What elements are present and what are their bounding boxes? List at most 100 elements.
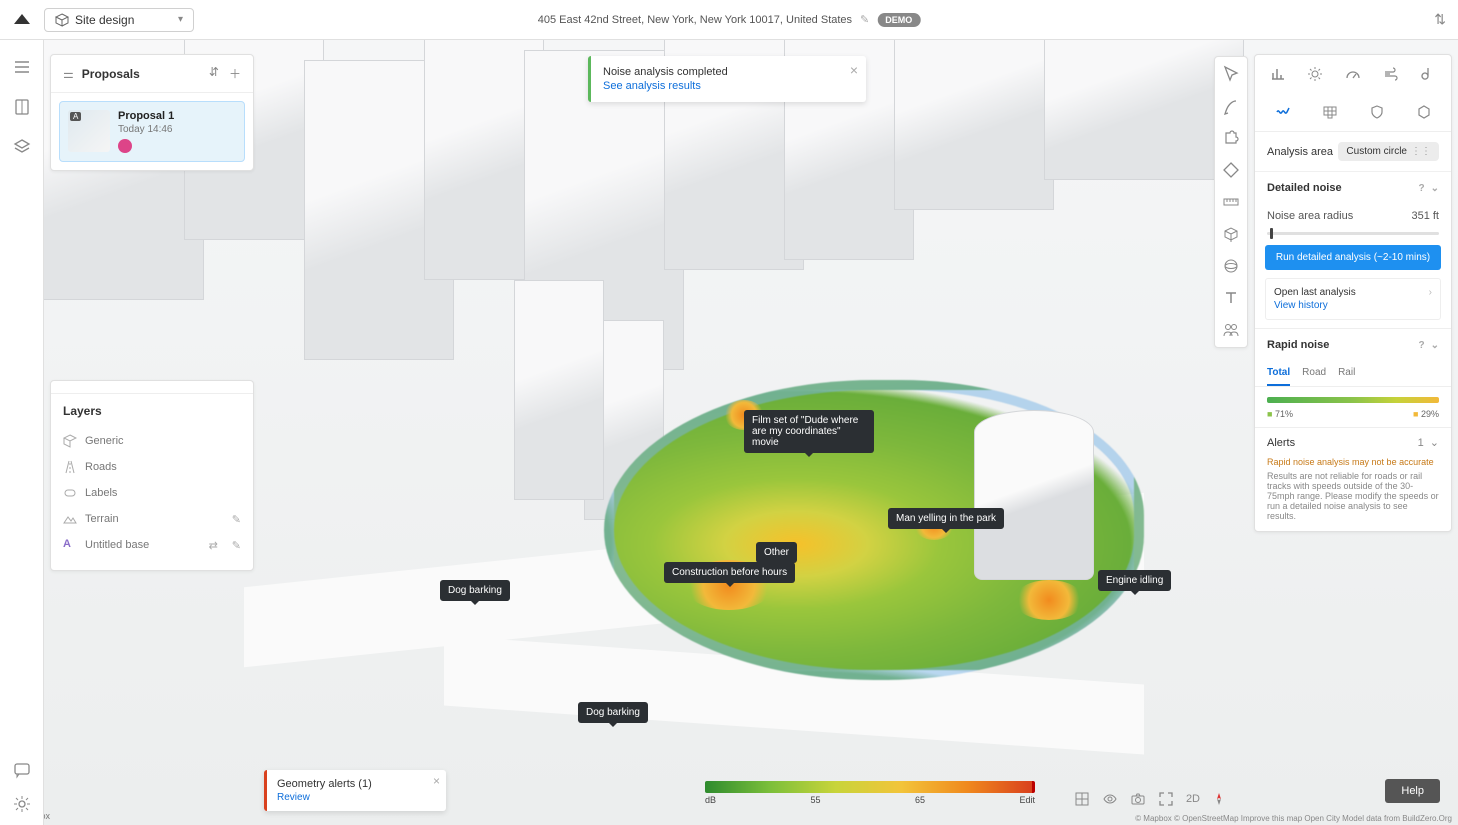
edit-icon[interactable]: ✎ (232, 513, 241, 526)
pointer-icon[interactable] (1222, 65, 1240, 83)
tab-gauge-icon[interactable] (1338, 61, 1368, 87)
tab-sun-icon[interactable] (1301, 61, 1331, 87)
analysis-tabs-row2 (1255, 93, 1451, 132)
box3d-icon[interactable] (1222, 225, 1240, 243)
chat-icon[interactable] (13, 761, 31, 779)
radius-label: Noise area radius (1267, 210, 1353, 222)
brush-icon[interactable] (1222, 97, 1240, 115)
layer-row-terrain[interactable]: Terrain ✎ (63, 506, 241, 532)
demo-badge: DEMO (877, 13, 920, 27)
layer-row-roads[interactable]: Roads (63, 454, 241, 480)
proposal-tag: A (70, 112, 81, 121)
edit-icon[interactable]: ✎ (232, 539, 241, 552)
toast-link[interactable]: See analysis results (603, 80, 854, 92)
tab-wind-icon[interactable] (1376, 61, 1406, 87)
layer-label: Roads (85, 461, 117, 473)
add-proposal-icon[interactable]: ＋ (229, 65, 241, 82)
layer-row-base[interactable]: A Untitled base ⇄ ✎ (63, 532, 241, 558)
layers-title: Layers (63, 404, 241, 418)
proposal-date: Today 14:46 (118, 124, 174, 135)
compass-icon[interactable] (1212, 792, 1226, 806)
proposals-title: Proposals (82, 67, 140, 81)
view-mode-toggle[interactable]: 2D (1186, 793, 1200, 805)
people-icon[interactable] (1222, 321, 1240, 339)
app-logo-icon[interactable] (12, 10, 32, 30)
help-icon[interactable]: ? (1419, 340, 1425, 351)
tab-chart-icon[interactable] (1263, 61, 1293, 87)
run-analysis-button[interactable]: Run detailed analysis (~2-10 mins) (1265, 245, 1441, 270)
close-icon[interactable]: × (850, 62, 858, 78)
rapid-tabs: Total Road Rail (1255, 361, 1451, 387)
radius-slider[interactable] (1267, 232, 1439, 235)
map-label-dog-barking-2[interactable]: Dog barking (578, 702, 648, 723)
chevron-down-icon[interactable]: ⌄ (1431, 340, 1439, 351)
detailed-noise-title: Detailed noise (1267, 182, 1342, 194)
analysis-area-dropdown[interactable]: Custom circle ⋮⋮ (1338, 142, 1439, 161)
rapid-tab-total[interactable]: Total (1267, 361, 1290, 386)
geometry-alert-toast: Geometry alerts (1) Review × (264, 770, 446, 811)
tab-solar-panel-icon[interactable] (1310, 99, 1349, 125)
address-text: 405 East 42nd Street, New York, New York… (538, 14, 852, 26)
alerts-row[interactable]: Alerts 1 ⌄ (1255, 427, 1451, 457)
rapid-noise-header[interactable]: Rapid noise ?⌄ (1255, 328, 1451, 361)
percent-high: 29% (1413, 409, 1439, 419)
scale-edit-link[interactable]: Edit (1019, 795, 1035, 805)
fullscreen-icon[interactable] (1158, 791, 1174, 807)
diamond-icon[interactable] (1222, 161, 1240, 179)
base-icon: A (63, 538, 77, 552)
layer-row-generic[interactable]: Generic (63, 428, 241, 454)
layer-row-labels[interactable]: Labels (63, 480, 241, 506)
tab-thermometer-icon[interactable] (1413, 61, 1443, 87)
alert-text: Results are not reliable for roads or ra… (1267, 471, 1439, 521)
swap-icon[interactable]: ⇄ (209, 539, 218, 552)
map-style-icon[interactable] (1074, 791, 1090, 807)
tab-shield-icon[interactable] (1357, 99, 1396, 125)
sphere-icon[interactable] (1222, 257, 1240, 275)
view-history-link[interactable]: View history (1274, 300, 1356, 311)
edit-address-icon[interactable]: ✎ (860, 13, 869, 26)
chevron-down-icon: ⌄ (1430, 436, 1439, 449)
visibility-icon[interactable] (1102, 791, 1118, 807)
puzzle-icon[interactable] (1222, 129, 1240, 147)
map-label-dog-barking-1[interactable]: Dog barking (440, 580, 510, 601)
analysis-area-value: Custom circle (1346, 146, 1407, 157)
help-icon[interactable]: ? (1419, 183, 1425, 194)
text-icon[interactable] (1222, 289, 1240, 307)
sort-icon[interactable]: ⇵ (209, 65, 219, 82)
filter-icon[interactable]: ⚌ (63, 67, 74, 81)
ruler-icon[interactable] (1222, 193, 1240, 211)
history-box[interactable]: Open last analysis View history › (1265, 278, 1441, 320)
share-icon[interactable]: ⇅ (1434, 11, 1446, 28)
map-label-construction[interactable]: Construction before hours (664, 562, 795, 583)
camera-icon[interactable] (1130, 791, 1146, 807)
map-label-man-yelling[interactable]: Man yelling in the park (888, 508, 1004, 529)
geo-alert-link[interactable]: Review (277, 792, 436, 803)
mode-dropdown[interactable]: Site design ▾ (44, 8, 194, 32)
rapid-tab-rail[interactable]: Rail (1338, 361, 1355, 386)
alerts-label: Alerts (1267, 437, 1295, 449)
map-label-film-set[interactable]: Film set of "Dude where are my coordinat… (744, 410, 874, 453)
map-label-engine-idling[interactable]: Engine idling (1098, 570, 1171, 591)
detailed-noise-header[interactable]: Detailed noise ? ⌄ (1255, 172, 1451, 204)
tab-noise-icon[interactable] (1263, 99, 1302, 125)
proposal-card[interactable]: A Proposal 1 Today 14:46 (59, 101, 245, 162)
analysis-area-label: Analysis area (1267, 146, 1333, 158)
chevron-down-icon: ▾ (178, 14, 183, 25)
toast-title: Noise analysis completed (603, 66, 854, 78)
open-last-label: Open last analysis (1274, 287, 1356, 298)
topbar: Site design ▾ 405 East 42nd Street, New … (0, 0, 1458, 40)
settings-icon[interactable] (13, 795, 31, 813)
map-label-other[interactable]: Other (756, 542, 797, 563)
slider-knob[interactable] (1270, 228, 1273, 239)
menu-icon[interactable] (13, 58, 31, 76)
close-icon[interactable]: × (433, 774, 440, 788)
help-button[interactable]: Help (1385, 779, 1440, 803)
book-icon[interactable] (13, 98, 31, 116)
chevron-down-icon[interactable]: ⌄ (1431, 183, 1439, 194)
analysis-area-row: Analysis area Custom circle ⋮⋮ (1255, 132, 1451, 172)
layers-panel: Layers Generic Roads Labels Terrain ✎ A … (50, 380, 254, 571)
layers-icon[interactable] (13, 138, 31, 156)
rapid-tab-road[interactable]: Road (1302, 361, 1326, 386)
tab-hex-icon[interactable] (1404, 99, 1443, 125)
view-controls: 2D (1074, 791, 1226, 807)
